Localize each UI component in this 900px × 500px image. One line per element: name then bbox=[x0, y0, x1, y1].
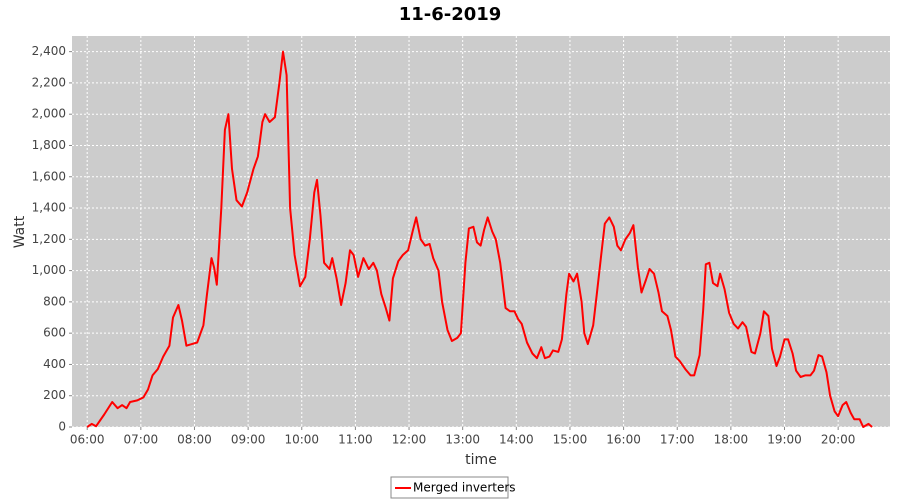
legend-label: Merged inverters bbox=[413, 481, 516, 495]
x-tick-label: 14:00 bbox=[499, 433, 534, 447]
x-tick-label: 16:00 bbox=[606, 433, 641, 447]
y-tick-label: 1,000 bbox=[32, 263, 66, 277]
x-tick-label: 11:00 bbox=[338, 433, 373, 447]
chart-title: 11-6-2019 bbox=[399, 4, 502, 25]
y-tick-label: 2,400 bbox=[32, 44, 66, 58]
x-tick-label: 18:00 bbox=[714, 433, 749, 447]
y-tick-label: 2,000 bbox=[32, 107, 66, 121]
x-tick-label: 17:00 bbox=[660, 433, 695, 447]
x-tick-label: 09:00 bbox=[231, 433, 266, 447]
y-tick-label: 1,600 bbox=[32, 169, 66, 183]
x-tick-label: 13:00 bbox=[445, 433, 480, 447]
x-tick-label: 08:00 bbox=[177, 433, 212, 447]
y-tick-label: 200 bbox=[43, 388, 66, 402]
y-tick-label: 1,800 bbox=[32, 138, 66, 152]
x-tick-label: 12:00 bbox=[392, 433, 427, 447]
y-tick-label: 600 bbox=[43, 326, 66, 340]
y-tick-label: 800 bbox=[43, 294, 66, 308]
x-tick-label: 20:00 bbox=[821, 433, 856, 447]
legend-box bbox=[390, 476, 509, 499]
y-tick-label: 0 bbox=[58, 420, 66, 434]
x-axis-label: time bbox=[465, 452, 497, 468]
x-tick-label: 10:00 bbox=[284, 433, 319, 447]
y-tick-label: 400 bbox=[43, 357, 66, 371]
x-tick-label: 15:00 bbox=[553, 433, 588, 447]
y-tick-label: 1,400 bbox=[32, 201, 66, 215]
series-line bbox=[86, 50, 873, 428]
x-tick-label: 06:00 bbox=[70, 433, 105, 447]
y-tick-label: 1,200 bbox=[32, 232, 66, 246]
y-tick-label: 2,200 bbox=[32, 75, 66, 89]
x-tick-label: 07:00 bbox=[124, 433, 159, 447]
x-tick-label: 19:00 bbox=[767, 433, 802, 447]
plot-area bbox=[72, 36, 890, 427]
y-axis-label: Watt bbox=[12, 215, 28, 248]
